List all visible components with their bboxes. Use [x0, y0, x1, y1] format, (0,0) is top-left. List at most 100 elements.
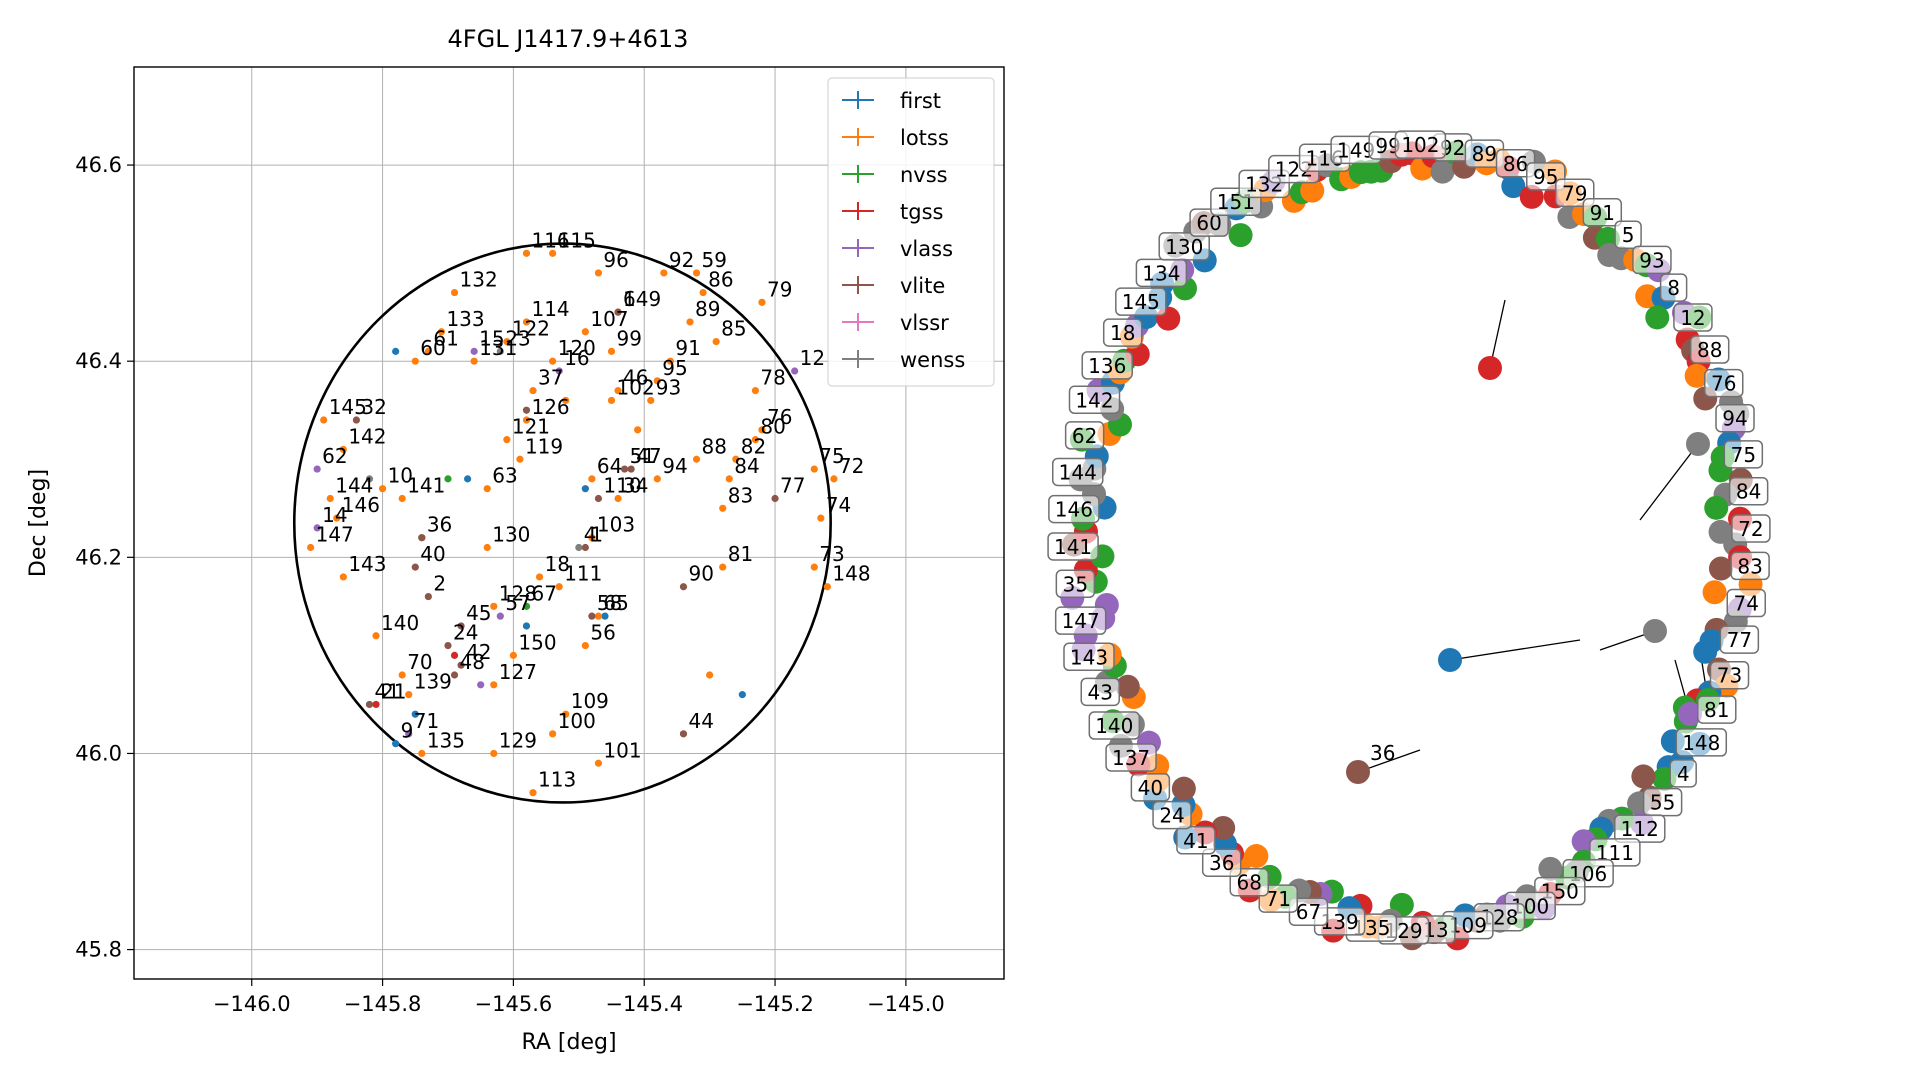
ring-label: 84 — [1736, 480, 1761, 504]
inner-node-label: 36 — [1370, 741, 1395, 765]
lotss-point — [522, 416, 531, 424]
lotss-point — [529, 789, 537, 797]
point-label: 42 — [466, 640, 491, 664]
legend-label-vlite: vlite — [900, 274, 945, 298]
ring-label: 73 — [1717, 664, 1742, 688]
point-label: 18 — [545, 552, 570, 576]
point-label: 74 — [826, 493, 851, 517]
point-label: 61 — [433, 326, 458, 350]
vlite-point — [352, 416, 361, 424]
legend: first lotss nvss tgss vlass vlite vlssr wenss — [827, 77, 995, 387]
point-label: 135 — [427, 728, 465, 752]
ring-label-box — [1063, 642, 1115, 672]
y-axis-label: Dec [deg] — [26, 469, 51, 577]
lotss-point — [372, 632, 380, 640]
point-label: 71 — [414, 709, 439, 733]
point-label: 102 — [617, 375, 655, 399]
x-tick-label: −146.0 — [213, 992, 291, 1016]
ring-label: 130 — [1165, 235, 1203, 259]
point-label: 119 — [525, 434, 563, 458]
ring-node — [1115, 674, 1140, 699]
point-label: 82 — [741, 434, 766, 458]
lotss-point — [509, 651, 517, 659]
ring-node — [1704, 495, 1729, 520]
lotss-point — [699, 288, 707, 297]
point-label: 4 — [584, 523, 597, 547]
x-tick-label: −145.2 — [736, 992, 814, 1016]
lotss-point — [483, 543, 491, 552]
lotss-point — [398, 671, 406, 679]
legend-label-lotss: lotss — [900, 126, 949, 150]
lotss-point — [503, 436, 511, 444]
ring-node — [1211, 815, 1236, 840]
inner-link — [1449, 639, 1581, 661]
lotss-point — [522, 249, 531, 257]
point-label: 115 — [558, 228, 596, 252]
point-label: 56 — [590, 621, 615, 645]
ring-label: 141 — [1054, 535, 1092, 559]
first-point — [522, 622, 531, 630]
point-label: 72 — [839, 454, 864, 478]
lotss-point — [653, 475, 661, 483]
point-label: 126 — [531, 395, 569, 419]
lotss-point — [614, 387, 622, 395]
y-tick-label: 46.2 — [75, 545, 122, 569]
ring-label-box — [1394, 130, 1447, 159]
ring-label: 146 — [1055, 498, 1093, 522]
vlass-point — [313, 465, 321, 473]
inner-node — [1678, 702, 1702, 726]
ring-label: 41 — [1183, 829, 1208, 853]
point-label: 139 — [414, 670, 452, 694]
x-tick-label: −145.4 — [605, 992, 683, 1016]
ring-label: 91 — [1590, 201, 1615, 225]
lotss-point — [490, 749, 498, 758]
point-label: 16 — [564, 346, 589, 370]
ring-label-box — [1715, 403, 1755, 433]
point-label: 64 — [597, 454, 622, 478]
point-label: 70 — [407, 650, 432, 674]
ring-node — [1538, 856, 1563, 881]
point-label: 141 — [407, 473, 445, 497]
first-point — [392, 347, 400, 355]
vlite-point — [444, 641, 452, 650]
inner-node — [1686, 432, 1710, 456]
lotss-point — [562, 710, 570, 718]
point-label: 40 — [420, 542, 445, 566]
point-label: 63 — [492, 464, 517, 488]
point-label: 103 — [597, 513, 635, 537]
inner-link — [1639, 443, 1699, 521]
vlass-point — [405, 730, 413, 738]
point-label: 122 — [512, 317, 550, 341]
ring-label: 40 — [1138, 776, 1163, 800]
point-label: 32 — [361, 395, 386, 419]
point-label: 84 — [734, 454, 759, 478]
ring-label: 148 — [1682, 731, 1720, 755]
ring-label-box — [1719, 625, 1760, 654]
lotss-point — [751, 387, 760, 395]
vlite-point — [679, 730, 688, 738]
ring-label-box — [1081, 351, 1133, 380]
lotss-point — [634, 426, 642, 434]
point-label: 90 — [688, 562, 713, 586]
ring-label: 74 — [1734, 592, 1759, 616]
point-label: 132 — [460, 268, 498, 292]
lotss-point — [732, 455, 740, 463]
ring-label-box — [1047, 532, 1099, 561]
legend-label-wenss: wenss — [900, 348, 965, 372]
vlite-point — [450, 671, 459, 679]
point-label: 45 — [466, 601, 491, 625]
lotss-point — [607, 347, 616, 355]
wenss-point — [365, 475, 374, 483]
point-label: 92 — [669, 248, 694, 272]
lotss-point — [712, 337, 720, 346]
point-label: 96 — [603, 248, 628, 272]
point-label: 81 — [728, 542, 753, 566]
point-label: 36 — [427, 513, 452, 537]
point-label: 73 — [819, 542, 844, 566]
point-label: 14 — [322, 503, 347, 527]
point-label: 41 — [374, 679, 399, 703]
point-label: 67 — [531, 581, 556, 605]
point-label: 21 — [381, 679, 406, 703]
ring-connection-lines — [1357, 299, 1709, 773]
